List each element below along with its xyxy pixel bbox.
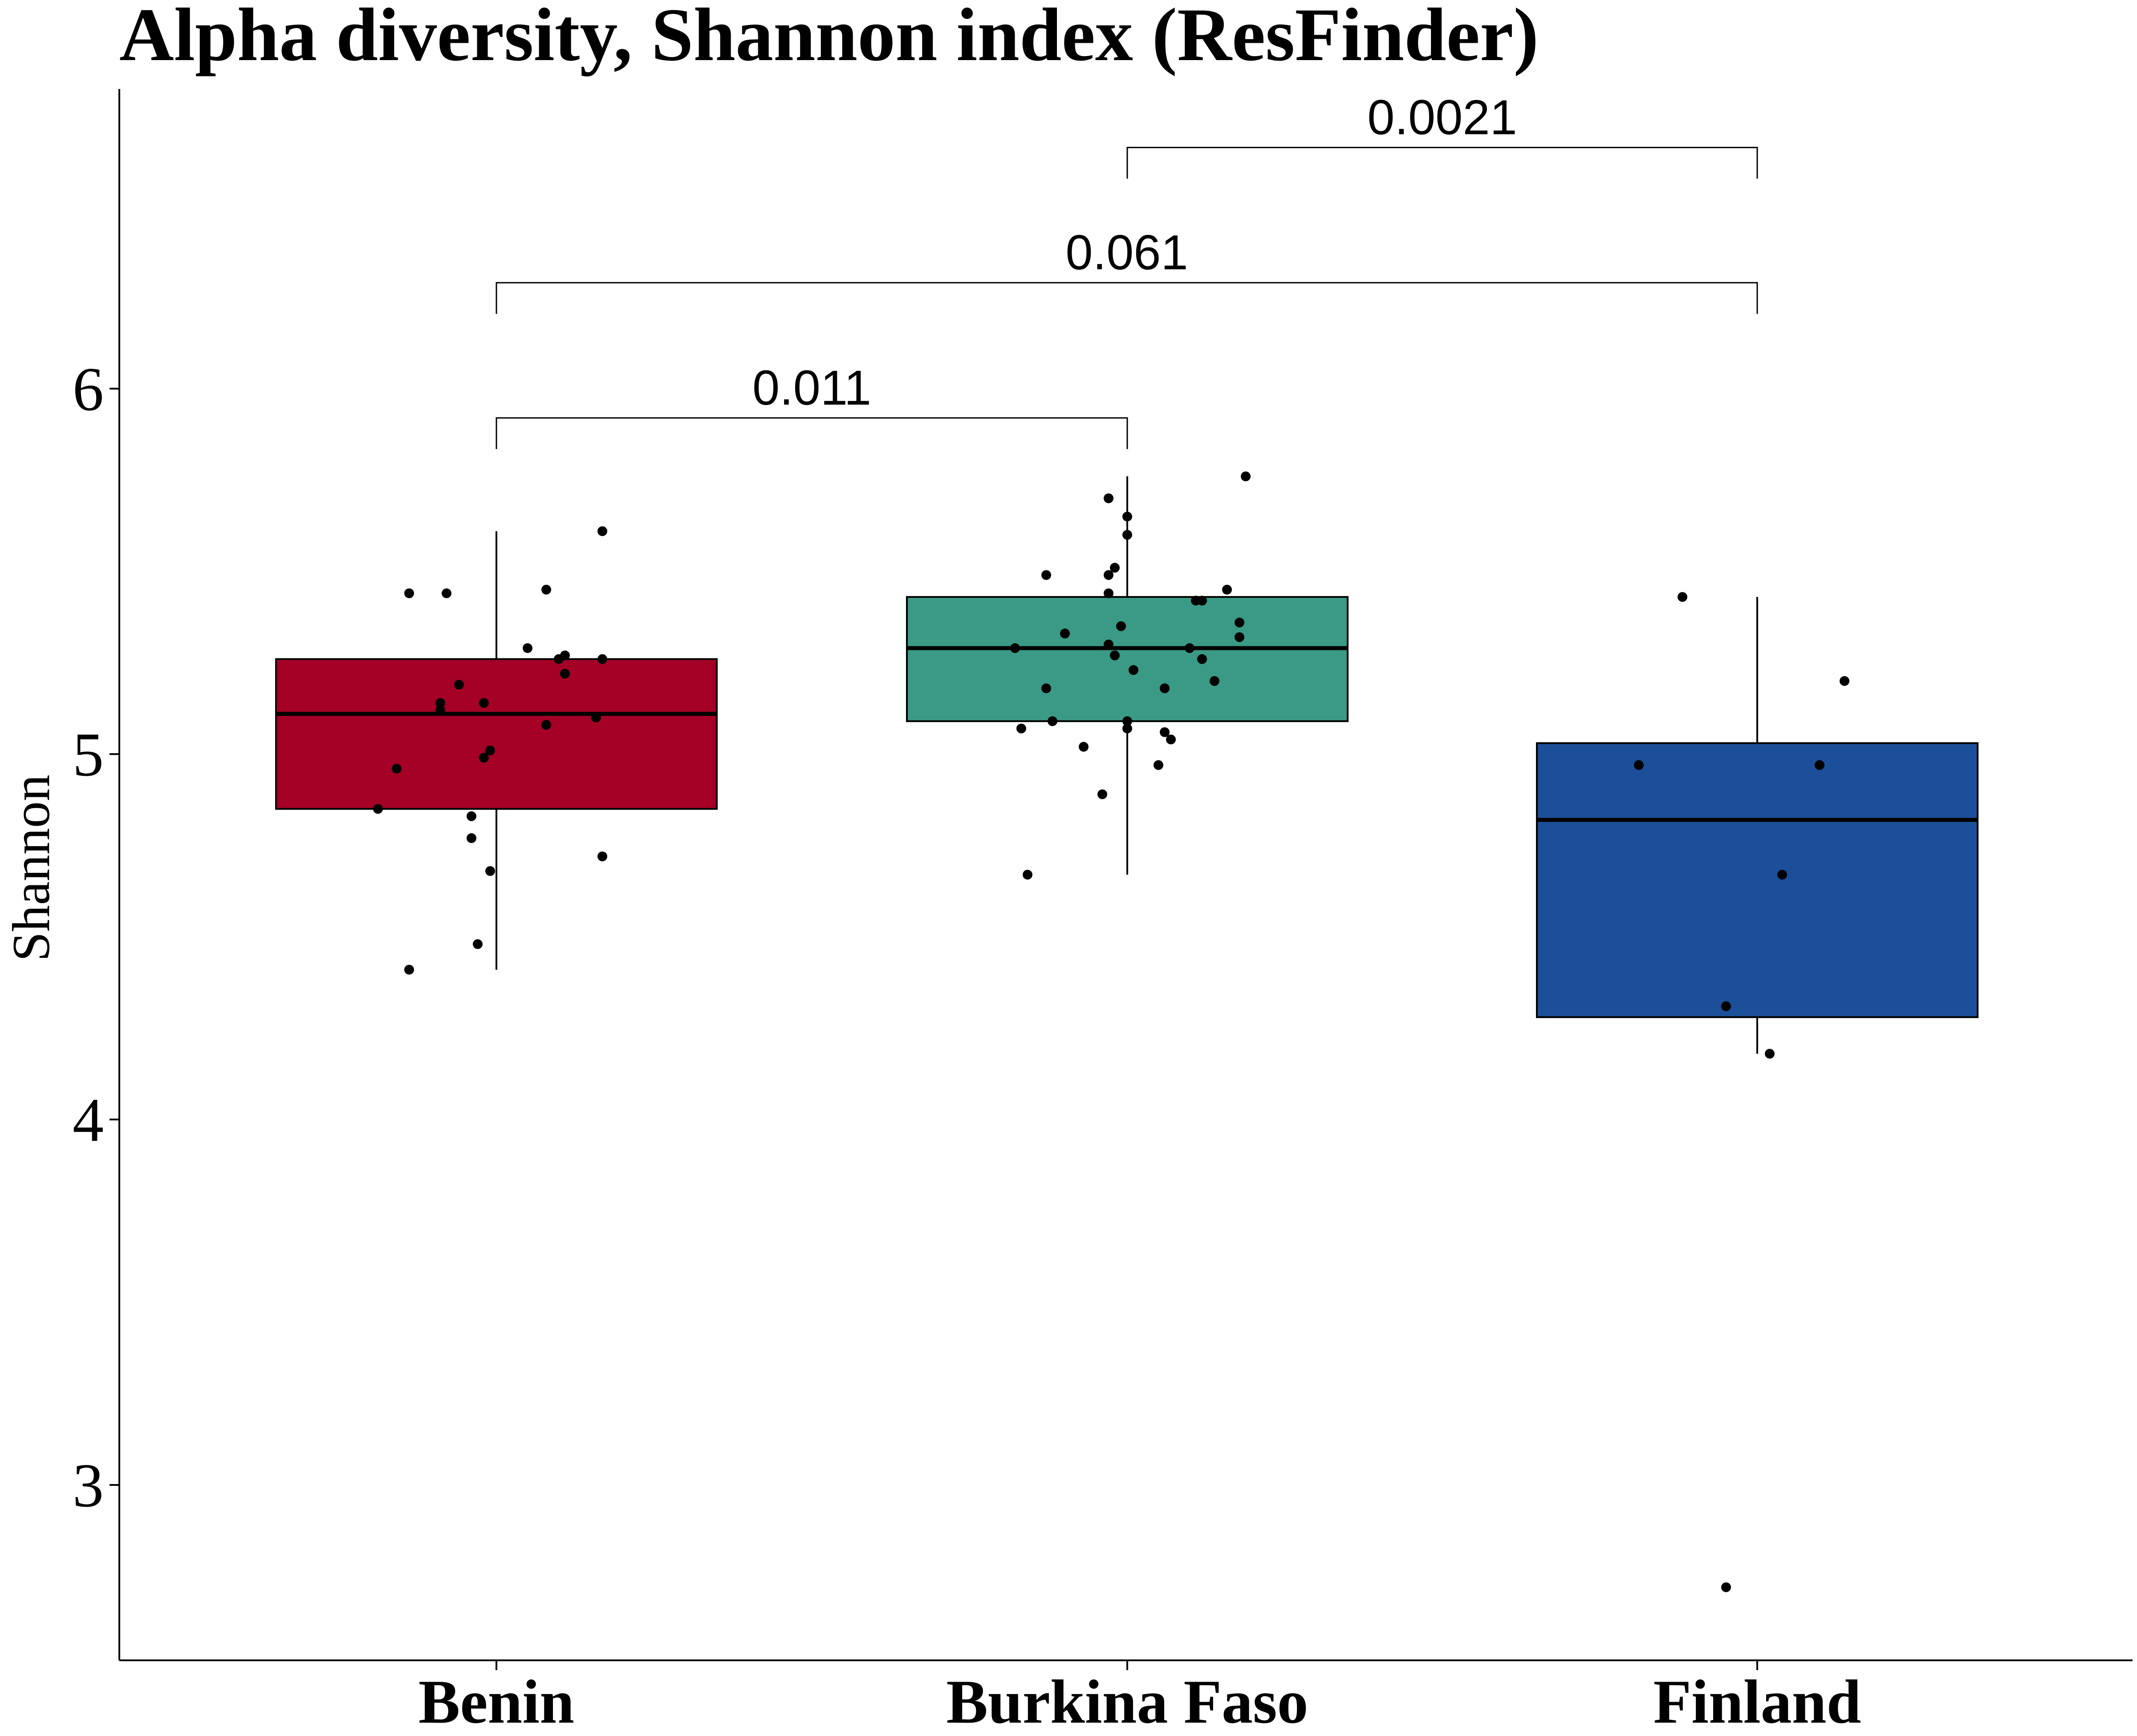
data-point-burkina-faso <box>1122 723 1132 734</box>
data-point-burkina-faso <box>1104 493 1113 503</box>
data-point-benin <box>467 811 476 821</box>
data-point-benin <box>479 753 489 763</box>
data-point-burkina-faso <box>1241 471 1251 482</box>
data-point-burkina-faso <box>1110 563 1120 573</box>
data-point-burkina-faso <box>1041 570 1051 580</box>
data-point-burkina-faso <box>1235 632 1244 642</box>
data-point-burkina-faso <box>1122 716 1132 726</box>
y-axis-label: Shannon <box>1 775 61 961</box>
data-point-finland <box>1634 760 1644 770</box>
x-tick-label-finland: Finland <box>1654 1667 1861 1736</box>
data-point-burkina-faso <box>1041 683 1051 694</box>
data-point-benin <box>597 851 607 861</box>
data-point-burkina-faso <box>1122 511 1132 522</box>
data-point-burkina-faso <box>1116 621 1126 631</box>
data-point-burkina-faso <box>1010 643 1020 653</box>
y-tick-label: 4 <box>73 1086 104 1155</box>
data-point-burkina-faso <box>1104 570 1113 580</box>
data-point-finland <box>1815 760 1824 770</box>
data-point-benin <box>560 669 570 679</box>
y-tick-label: 5 <box>73 720 104 789</box>
data-point-burkina-faso <box>1185 643 1194 653</box>
data-point-finland <box>1765 1049 1775 1059</box>
data-point-burkina-faso <box>1235 617 1244 628</box>
data-point-burkina-faso <box>1197 654 1207 664</box>
data-point-finland <box>1721 1582 1731 1592</box>
significance-bracket <box>496 282 1758 314</box>
p-value-label: 0.011 <box>752 361 871 415</box>
data-point-benin <box>404 965 414 975</box>
data-point-benin <box>597 654 607 664</box>
data-point-burkina-faso <box>1122 530 1132 540</box>
data-point-burkina-faso <box>1110 650 1120 661</box>
data-point-benin <box>442 588 451 598</box>
data-point-burkina-faso <box>1197 596 1207 606</box>
data-point-benin <box>467 833 476 843</box>
data-point-benin <box>473 939 483 949</box>
plot-area: 3 4 5 6 Benin Burkina Faso Finland 0.011 0.061 0.… <box>73 89 2133 1736</box>
data-point-benin <box>435 698 445 708</box>
x-tick-label-benin: Benin <box>418 1667 574 1736</box>
data-point-finland <box>1840 676 1849 686</box>
box-benin <box>275 658 718 810</box>
data-point-burkina-faso <box>1060 629 1070 639</box>
y-tick-label: 3 <box>73 1451 104 1520</box>
y-tick-label: 6 <box>73 355 104 424</box>
chart-title: Alpha diversity, Shannon index (ResFinde… <box>119 0 1539 77</box>
data-point-burkina-faso <box>1016 723 1026 734</box>
data-point-benin <box>479 698 489 708</box>
data-point-finland <box>1678 592 1687 602</box>
data-point-burkina-faso <box>1129 665 1138 675</box>
significance-bracket <box>1126 146 1758 179</box>
data-point-benin <box>454 680 464 690</box>
box-finland <box>1536 742 1979 1018</box>
data-point-benin <box>541 584 551 595</box>
data-point-burkina-faso <box>1023 870 1032 880</box>
data-point-finland <box>1721 1001 1731 1011</box>
data-point-benin <box>591 713 601 722</box>
data-point-burkina-faso <box>1079 742 1089 752</box>
data-point-benin <box>485 745 495 755</box>
data-point-burkina-faso <box>1222 584 1232 595</box>
data-point-burkina-faso <box>1104 588 1113 598</box>
data-point-burkina-faso <box>1154 760 1163 770</box>
data-point-burkina-faso <box>1104 639 1113 649</box>
data-point-finland <box>1777 870 1787 880</box>
data-point-benin <box>392 763 402 774</box>
data-point-benin <box>554 654 564 664</box>
data-point-benin <box>485 866 495 876</box>
significance-bracket <box>496 417 1128 449</box>
p-value-label: 0.061 <box>1065 225 1188 280</box>
data-point-benin <box>404 588 414 598</box>
data-point-burkina-faso <box>1160 727 1170 737</box>
data-point-benin <box>373 804 383 814</box>
data-point-burkina-faso <box>1210 676 1219 686</box>
data-point-burkina-faso <box>1048 716 1057 726</box>
x-tick-label-burkina-faso: Burkina Faso <box>947 1667 1308 1736</box>
data-point-benin <box>523 643 532 653</box>
data-point-burkina-faso <box>1160 683 1170 694</box>
data-point-burkina-faso <box>1097 789 1107 799</box>
data-point-burkina-faso <box>1166 734 1176 745</box>
data-point-benin <box>541 720 551 730</box>
data-point-benin <box>435 705 445 715</box>
data-point-benin <box>597 526 607 536</box>
box-burkina-faso <box>906 596 1349 722</box>
p-value-label: 0.0021 <box>1367 90 1517 145</box>
